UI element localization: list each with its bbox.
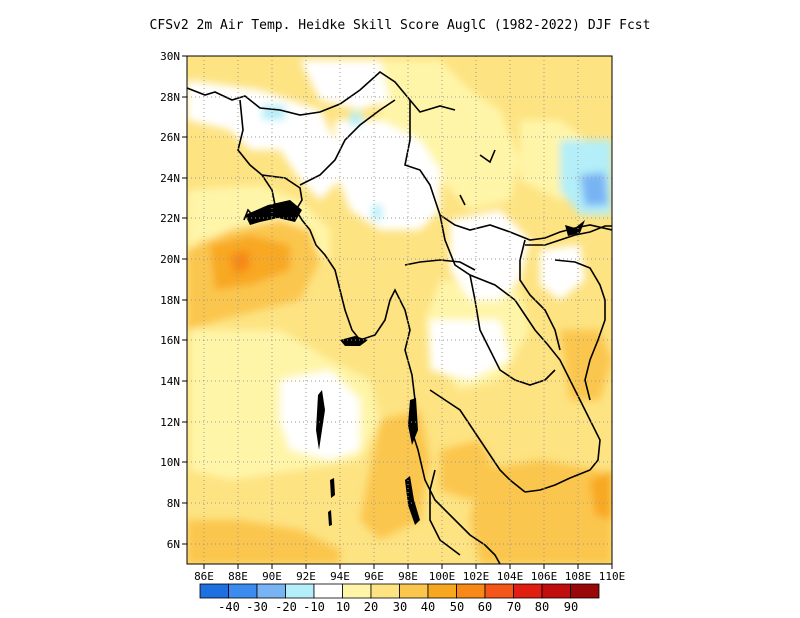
colorbar-swatch xyxy=(456,583,486,599)
colorbar-swatch xyxy=(199,583,229,599)
lat-tick-label: 18N xyxy=(160,294,180,307)
lon-tick-label: 90E xyxy=(262,570,282,583)
colorbar-swatch xyxy=(399,583,429,599)
colorbar-label: 20 xyxy=(364,600,378,614)
colorbar-swatch xyxy=(427,583,457,599)
colorbar-swatch xyxy=(342,583,372,599)
lon-tick-label: 108E xyxy=(565,570,592,583)
coastlines xyxy=(187,70,612,564)
colorbar-swatch xyxy=(313,583,343,599)
lon-tick-label: 106E xyxy=(531,570,558,583)
colorbar-swatch xyxy=(370,583,400,599)
lat-tick-label: 30N xyxy=(160,50,180,63)
colorbar-swatch xyxy=(228,583,258,599)
lat-tick-label: 24N xyxy=(160,172,180,185)
colorbar-label: -40 xyxy=(218,600,240,614)
lat-tick-labels: 30N 28N 26N 24N 22N 20N 18N 16N 14N 12N … xyxy=(160,50,180,551)
colorbar-label: 30 xyxy=(393,600,407,614)
colorbar-swatch xyxy=(484,583,514,599)
colorbar-label: -30 xyxy=(246,600,268,614)
lon-tick-label: 96E xyxy=(364,570,384,583)
colorbar-label: 60 xyxy=(478,600,492,614)
lon-tick-labels: 86E 88E 90E 92E 94E 96E 98E 100E 102E 10… xyxy=(194,570,625,583)
lat-tick-label: 20N xyxy=(160,253,180,266)
colorbar-swatch xyxy=(513,583,543,599)
colorbar-label: 90 xyxy=(564,600,578,614)
lon-tick-label: 102E xyxy=(463,570,490,583)
colorbar-label: 10 xyxy=(336,600,350,614)
lon-tick-label: 86E xyxy=(194,570,214,583)
lat-tick-label: 12N xyxy=(160,416,180,429)
colorbar-label: 50 xyxy=(450,600,464,614)
lon-tick-label: 110E xyxy=(599,570,626,583)
lat-tick-label: 22N xyxy=(160,212,180,225)
lat-tick-label: 14N xyxy=(160,375,180,388)
colorbar-swatch xyxy=(570,583,600,599)
lat-tick-label: 28N xyxy=(160,91,180,104)
gridlines xyxy=(187,56,612,564)
tick-marks xyxy=(182,55,613,569)
colorbar xyxy=(199,583,600,599)
lon-tick-label: 88E xyxy=(228,570,248,583)
colorbar-swatch xyxy=(541,583,571,599)
colorbar-label: -10 xyxy=(303,600,325,614)
islands xyxy=(245,200,585,526)
colorbar-label: 40 xyxy=(421,600,435,614)
plot-frame xyxy=(186,55,613,565)
colorbar-label: 80 xyxy=(535,600,549,614)
colorbar-swatch xyxy=(256,583,286,599)
chart-title: CFSv2 2m Air Temp. Heidke Skill Score Au… xyxy=(149,18,651,33)
lat-tick-label: 10N xyxy=(160,456,180,469)
lon-tick-label: 92E xyxy=(296,570,316,583)
lat-tick-label: 6N xyxy=(167,538,180,551)
lon-tick-label: 94E xyxy=(330,570,350,583)
lon-tick-label: 98E xyxy=(398,570,418,583)
lat-tick-label: 8N xyxy=(167,497,180,510)
lon-tick-label: 100E xyxy=(429,570,456,583)
lat-tick-label: 16N xyxy=(160,334,180,347)
colorbar-label: -20 xyxy=(275,600,297,614)
colorbar-labels: -40 -30 -20 -10 10 20 30 40 50 60 70 80 … xyxy=(218,600,578,614)
contour-fill xyxy=(187,56,612,564)
colorbar-swatch xyxy=(285,583,315,599)
lat-tick-label: 26N xyxy=(160,131,180,144)
colorbar-label: 70 xyxy=(507,600,521,614)
lon-tick-label: 104E xyxy=(497,570,524,583)
